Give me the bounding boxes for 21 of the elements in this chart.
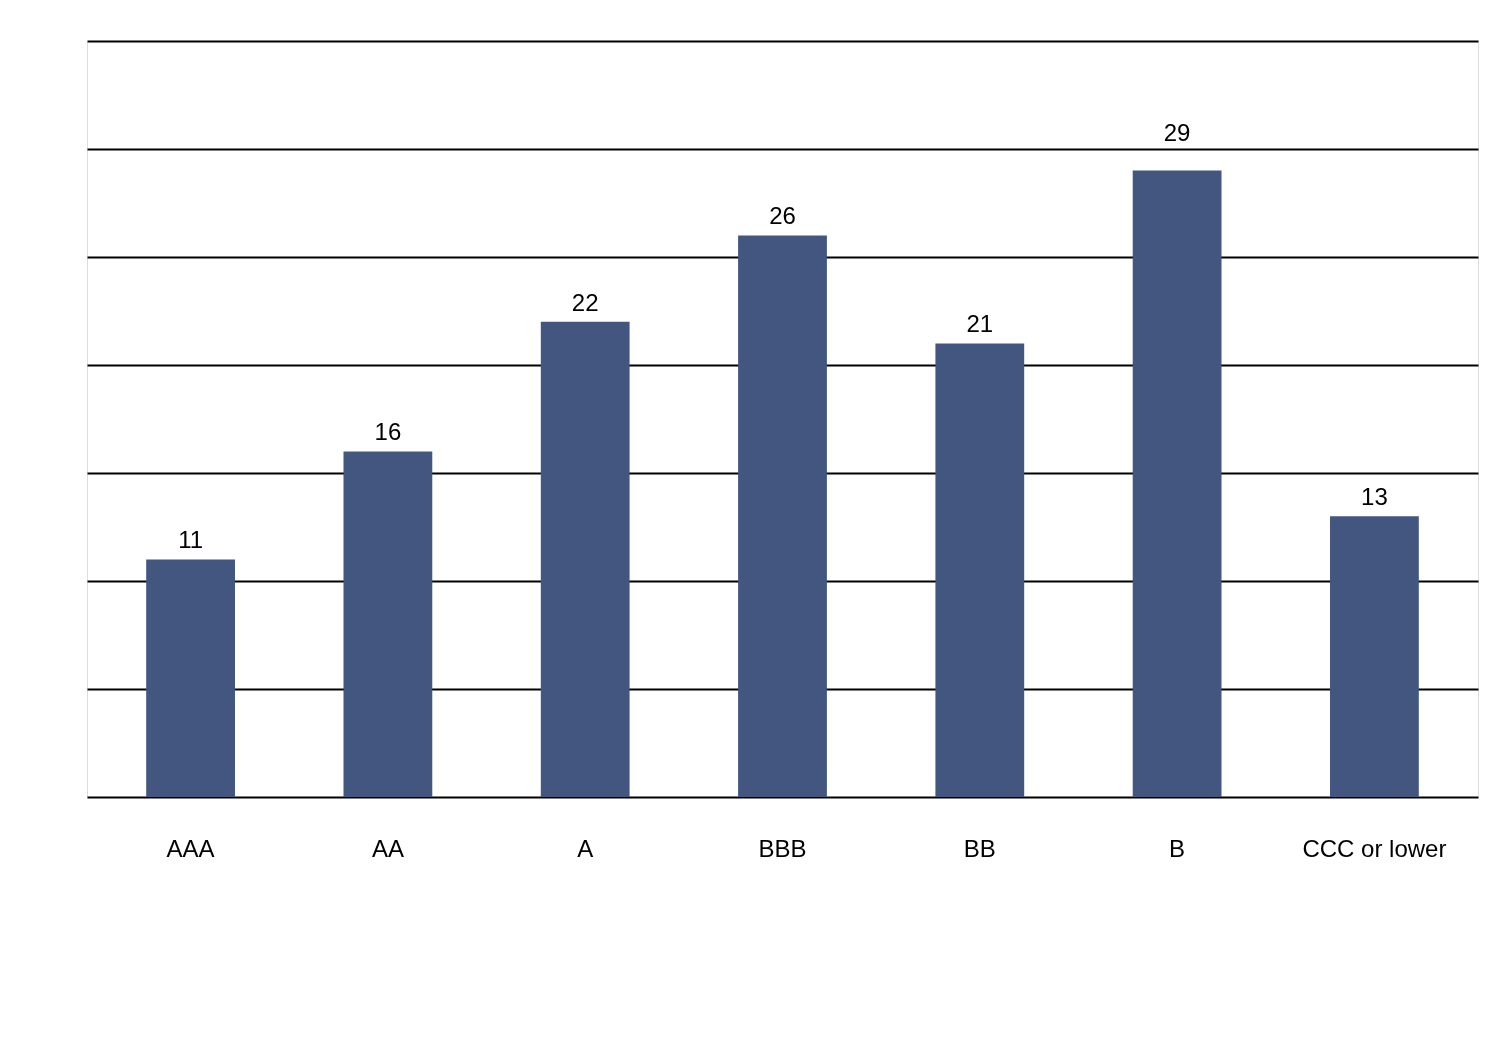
x-tick-label: A: [577, 834, 594, 862]
data-label: 26: [769, 202, 796, 230]
x-tick-label: AAA: [166, 834, 215, 862]
bar: [935, 343, 1025, 797]
bar: [540, 321, 630, 797]
bar: [146, 559, 235, 797]
bar: [738, 235, 827, 797]
bar: [343, 451, 433, 797]
data-label: 29: [1163, 118, 1191, 146]
data-label: 13: [1361, 483, 1388, 511]
x-tick-label: BBB: [758, 834, 807, 862]
x-tick-label: BB: [963, 834, 996, 862]
data-label: 11: [178, 526, 204, 554]
data-label: 16: [374, 418, 402, 446]
bar: [1330, 516, 1419, 797]
x-tick-label: B: [1169, 834, 1186, 862]
x-tick-label: CCC or lower: [1302, 834, 1447, 862]
data-label: 21: [966, 310, 994, 338]
data-label: 22: [571, 288, 599, 316]
x-tick-label: AA: [371, 834, 404, 862]
bar: [1132, 170, 1222, 797]
